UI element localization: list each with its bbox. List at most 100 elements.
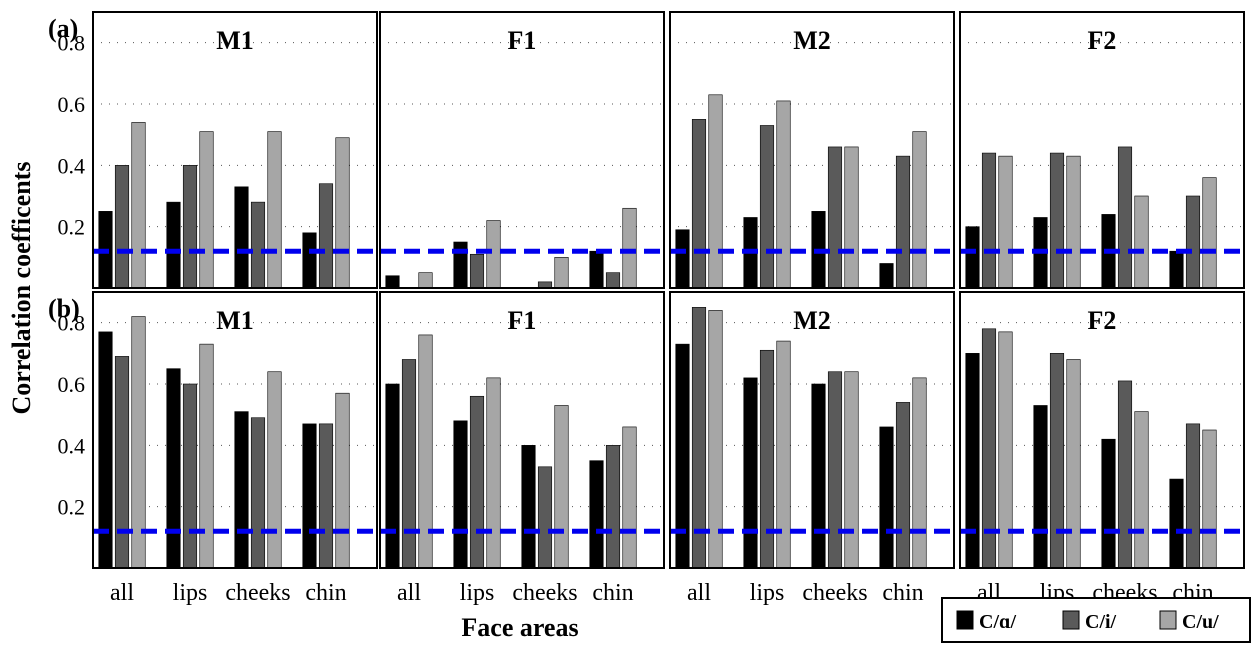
bar-6-lips-3 (486, 377, 501, 569)
bar-7-cheeks-2 (827, 371, 843, 569)
bar-5-cheeks-3 (267, 371, 282, 569)
bar-4-chin-2 (1185, 195, 1201, 289)
y-tick-label-1-3: 0.6 (58, 92, 86, 117)
y-tick-label-5-2: 0.4 (58, 433, 86, 458)
legend: C/ɑ/ C/i/ C/u/ (941, 597, 1251, 643)
bar-2-chin-2 (605, 272, 621, 289)
bar-8-cheeks-2 (1117, 380, 1133, 569)
x-tick-label-7-1: all (687, 580, 711, 606)
panel-frame-2 (379, 11, 665, 289)
panels-group: 0.2 0.4 0.6 0.8 M1 (a) F1 M2 F2 0.2 0.4 0.6 0.8 M1 (b)… (48, 11, 1245, 606)
bar-6-all-1 (385, 383, 400, 569)
bar-2-lips-2 (469, 253, 485, 289)
legend-box (941, 597, 1251, 643)
bar-4-cheeks-3 (1134, 195, 1149, 289)
bar-5-lips-3 (199, 343, 214, 569)
panel-title-8: F2 (1088, 306, 1117, 335)
x-tick-label-5-2: lips (173, 580, 208, 606)
x-tick-label-7-4: chin (882, 580, 923, 606)
bar-8-cheeks-3 (1134, 411, 1149, 569)
x-tick-label-7-2: lips (750, 580, 785, 606)
row-label-5: (b) (48, 294, 80, 323)
bar-4-lips-2 (1049, 152, 1065, 289)
y-tick-label-5-1: 0.2 (58, 495, 86, 520)
x-tick-label-6-1: all (397, 580, 421, 606)
bar-3-all-2 (691, 119, 707, 289)
bar-5-cheeks-1 (234, 411, 249, 569)
bar-6-cheeks-3 (554, 405, 569, 569)
bar-1-all-2 (114, 165, 130, 289)
bar-6-chin-1 (589, 460, 604, 569)
panel-title-5: M1 (216, 306, 254, 335)
bar-4-chin-3 (1202, 177, 1217, 289)
panel-frame-3 (669, 11, 955, 289)
x-tick-label-5-4: chin (305, 580, 346, 606)
bar-8-chin-3 (1202, 429, 1217, 569)
bar-2-cheeks-3 (554, 257, 569, 289)
bar-4-all-1 (965, 226, 980, 289)
bar-6-lips-2 (469, 395, 485, 569)
y-tick-label-5-4: 0.8 (58, 311, 86, 336)
bar-4-chin-1 (1169, 250, 1184, 289)
bar-5-all-2 (114, 356, 130, 569)
panel-frame-8 (959, 291, 1245, 569)
bar-6-lips-1 (453, 420, 468, 569)
bar-8-lips-2 (1049, 353, 1065, 569)
x-tick-label-6-3: cheeks (512, 580, 577, 606)
bar-5-lips-1 (166, 368, 181, 569)
panel-frame-7 (669, 291, 955, 569)
legend-swatch-u (1159, 610, 1177, 630)
bar-6-chin-2 (605, 445, 621, 569)
bar-6-all-2 (401, 359, 417, 569)
row-label-1: (a) (48, 14, 78, 43)
bar-2-all-1 (385, 275, 400, 289)
y-tick-label-1-2: 0.4 (58, 153, 86, 178)
bar-3-cheeks-3 (844, 146, 859, 289)
legend-label-a: C/ɑ/ (979, 611, 1016, 633)
panel-title-1: M1 (216, 26, 254, 55)
bar-1-lips-3 (199, 131, 214, 289)
panel-title-2: F1 (508, 26, 537, 55)
bar-8-lips-3 (1066, 359, 1081, 569)
bar-7-lips-1 (743, 377, 758, 569)
bar-7-chin-1 (879, 426, 894, 569)
bar-7-chin-2 (895, 402, 911, 569)
bar-4-cheeks-2 (1117, 146, 1133, 289)
panel-frame-4 (959, 11, 1245, 289)
y-axis-label: Correlation coefficents (7, 162, 36, 415)
bar-7-all-1 (675, 343, 690, 569)
bar-3-chin-1 (879, 263, 894, 289)
bar-1-chin-3 (335, 137, 350, 289)
bar-6-cheeks-1 (521, 445, 536, 569)
bar-2-chin-1 (589, 250, 604, 289)
x-axis-label: Face areas (461, 613, 578, 642)
bar-5-chin-3 (335, 392, 350, 569)
bar-2-all-3 (418, 272, 433, 289)
bar-7-cheeks-1 (811, 383, 826, 569)
bar-4-lips-3 (1066, 155, 1081, 289)
x-tick-label-7-3: cheeks (802, 580, 867, 606)
legend-swatch-i (1062, 610, 1080, 630)
bar-4-all-2 (981, 152, 997, 289)
legend-swatch-a (956, 610, 974, 630)
bar-3-all-1 (675, 229, 690, 289)
bar-3-lips-2 (759, 125, 775, 289)
x-tick-label-6-2: lips (460, 580, 495, 606)
panel-frame-5 (92, 291, 378, 569)
panel-frame-1 (92, 11, 378, 289)
bar-8-cheeks-1 (1101, 438, 1116, 569)
bar-6-cheeks-2 (537, 466, 553, 569)
y-tick-label-5-3: 0.6 (58, 372, 86, 397)
bar-3-cheeks-2 (827, 146, 843, 289)
bar-3-chin-3 (912, 131, 927, 289)
bar-5-lips-2 (182, 383, 198, 569)
legend-label-u: C/u/ (1182, 611, 1219, 633)
x-tick-label-5-3: cheeks (225, 580, 290, 606)
bar-8-chin-2 (1185, 423, 1201, 569)
bar-8-lips-1 (1033, 405, 1048, 569)
bar-5-chin-2 (318, 423, 334, 569)
bar-3-all-3 (708, 94, 723, 289)
bar-3-chin-2 (895, 155, 911, 289)
bar-1-lips-1 (166, 201, 181, 289)
